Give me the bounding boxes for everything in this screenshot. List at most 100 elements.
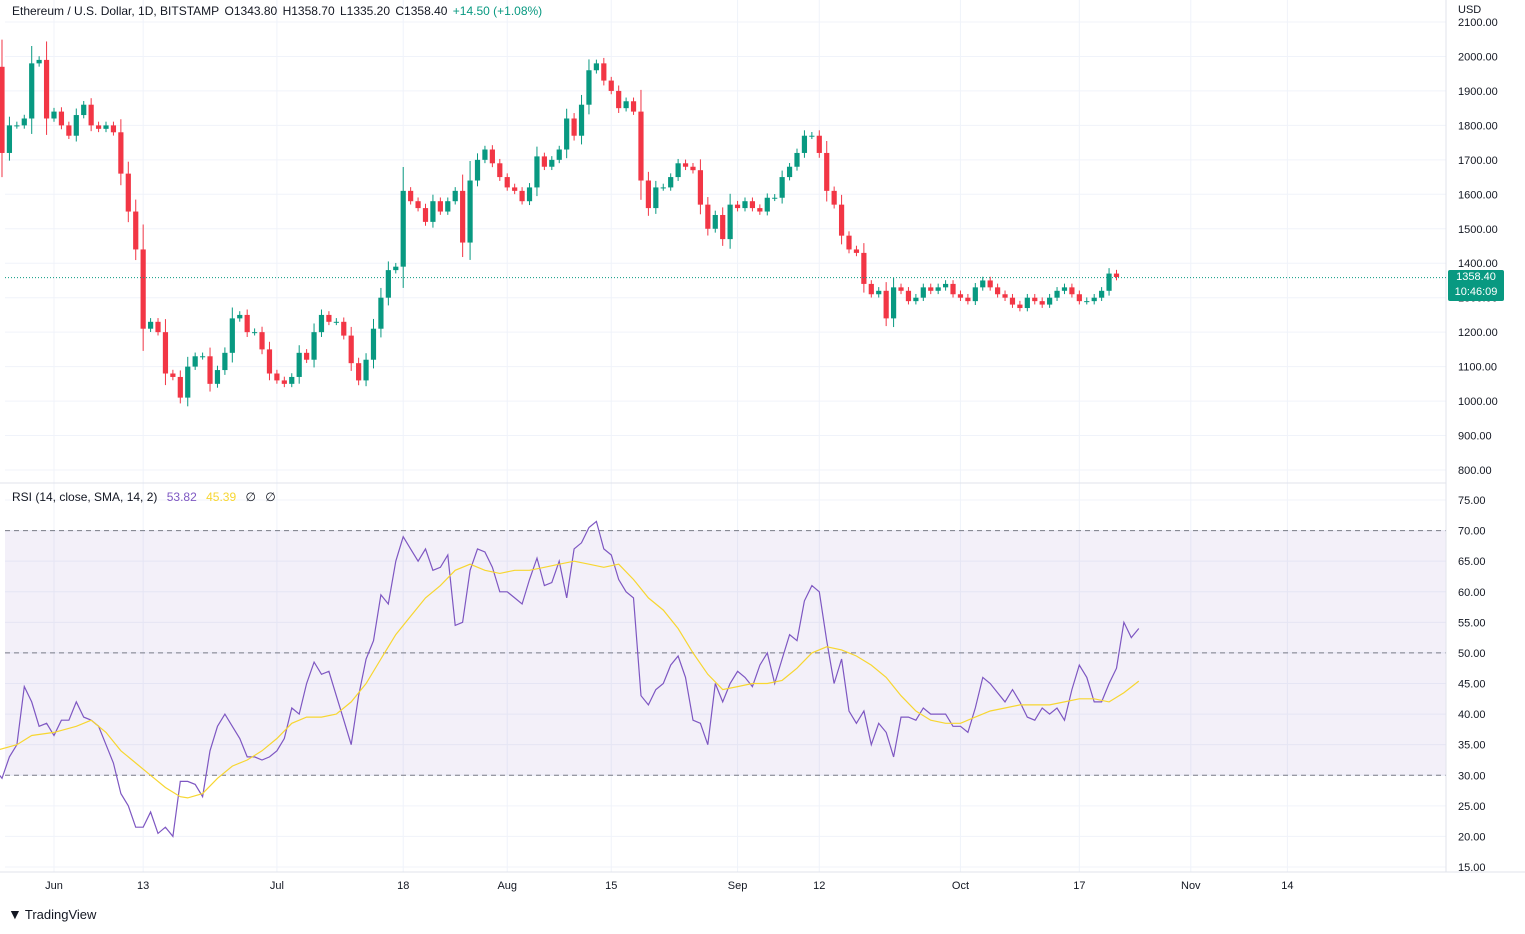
- candle-body: [564, 118, 570, 150]
- candle-body: [482, 149, 488, 160]
- candle-body: [237, 314, 243, 319]
- candle-body: [809, 135, 815, 137]
- candle-body: [177, 376, 183, 398]
- tradingview-logo-icon: ▼: [8, 906, 22, 922]
- candle-body: [21, 118, 27, 126]
- candle-body: [965, 297, 971, 302]
- time-tick-label: 12: [813, 880, 825, 892]
- currency-label: USD: [1458, 4, 1482, 16]
- candle-body: [162, 332, 169, 374]
- rsi-tick-label: 15.00: [1458, 862, 1486, 874]
- rsi-extra-a: ∅: [245, 490, 256, 504]
- price-tick-label: 800.00: [1458, 465, 1492, 477]
- candle-body: [935, 287, 941, 291]
- rsi-tick-label: 65.00: [1458, 556, 1486, 568]
- candle-body: [1047, 297, 1053, 305]
- rsi-extra-b: ∅: [265, 490, 276, 504]
- candle-body: [214, 370, 221, 384]
- price-tick-label: 1200.00: [1458, 327, 1498, 339]
- candle-body: [1024, 297, 1030, 309]
- candle-body: [326, 314, 332, 322]
- candle-body: [861, 252, 867, 284]
- bar-countdown: 10:46:09: [1454, 286, 1498, 298]
- price-tick-label: 2100.00: [1458, 17, 1498, 29]
- rsi-legend: RSI (14, close, SMA, 14, 2) 53.82 45.39 …: [12, 490, 282, 504]
- candle-body: [853, 249, 860, 253]
- price-tick-label: 1400.00: [1458, 258, 1498, 270]
- candle-body: [1091, 297, 1097, 302]
- candle-body: [29, 63, 35, 119]
- candle-body: [356, 363, 362, 381]
- candle-body: [727, 204, 733, 240]
- candle-body: [786, 166, 793, 178]
- candle-body: [348, 335, 354, 364]
- rsi-indicator-title[interactable]: RSI (14, close, SMA, 14, 2): [12, 490, 158, 504]
- candle-body: [460, 190, 466, 243]
- open-value: O1343.80: [224, 4, 278, 18]
- candle-body: [73, 115, 79, 136]
- candle-body: [764, 197, 770, 212]
- rsi-ma-value: 45.39: [206, 490, 237, 504]
- candle-body: [118, 132, 124, 174]
- candle-body: [846, 235, 852, 250]
- candle-body: [229, 318, 235, 353]
- price-tick-label: 900.00: [1458, 431, 1492, 443]
- high-value: H1358.70: [282, 4, 335, 18]
- candle-body: [222, 352, 228, 371]
- candle-body: [772, 197, 778, 199]
- candle-body: [207, 356, 213, 384]
- candle-body: [838, 204, 845, 236]
- rsi-tick-label: 50.00: [1458, 648, 1486, 660]
- candle-body: [645, 180, 652, 209]
- candle-body: [311, 332, 317, 360]
- candle-body: [437, 201, 443, 212]
- candle-body: [957, 294, 964, 298]
- rsi-ma-line: [0, 560, 1140, 799]
- candle-body: [497, 163, 503, 178]
- candle-body: [318, 314, 325, 333]
- candle-body: [660, 187, 666, 189]
- candle-body: [720, 214, 726, 240]
- candle-body: [512, 187, 518, 191]
- candle-body: [578, 104, 585, 136]
- candle-body: [0, 66, 5, 153]
- price-tick-label: 1000.00: [1458, 396, 1498, 408]
- last-price-tag: 1358.40 10:46:09: [1448, 270, 1504, 301]
- candle-body: [1084, 301, 1090, 303]
- candle-body: [333, 321, 339, 323]
- rsi-value: 53.82: [166, 490, 197, 504]
- candle-body: [467, 180, 473, 243]
- candle-body: [289, 376, 295, 384]
- time-tick-label: 15: [605, 880, 617, 892]
- candle-body: [616, 90, 622, 109]
- candle-body: [987, 280, 993, 288]
- candle-body: [801, 135, 808, 153]
- tradingview-logo[interactable]: ▼ TradingView: [8, 906, 96, 922]
- candle-body: [103, 125, 109, 129]
- candle-body: [638, 111, 644, 181]
- rsi-tick-label: 35.00: [1458, 740, 1486, 752]
- candle-body: [942, 283, 949, 288]
- candle-body: [170, 373, 176, 377]
- candle-body: [883, 290, 889, 319]
- symbol-title[interactable]: Ethereum / U.S. Dollar, 1D, BITSTAMP: [12, 4, 220, 18]
- candle-body: [816, 135, 822, 153]
- low-value: L1335.20: [339, 4, 391, 18]
- candle-body: [1061, 287, 1068, 291]
- candle-body: [824, 152, 830, 191]
- candle-body: [489, 149, 495, 164]
- candle-body: [370, 328, 377, 360]
- candle-body: [541, 156, 547, 167]
- candlestick-series: [0, 39, 1120, 407]
- candle-body: [81, 104, 87, 116]
- candle-body: [474, 159, 481, 181]
- rsi-tick-label: 20.00: [1458, 831, 1486, 843]
- candle-body: [252, 332, 258, 334]
- candle-body: [586, 70, 592, 105]
- candle-body: [14, 125, 20, 127]
- candle-body: [110, 125, 117, 133]
- candle-body: [1113, 273, 1120, 278]
- candle-body: [199, 356, 206, 358]
- candle-body: [6, 125, 13, 153]
